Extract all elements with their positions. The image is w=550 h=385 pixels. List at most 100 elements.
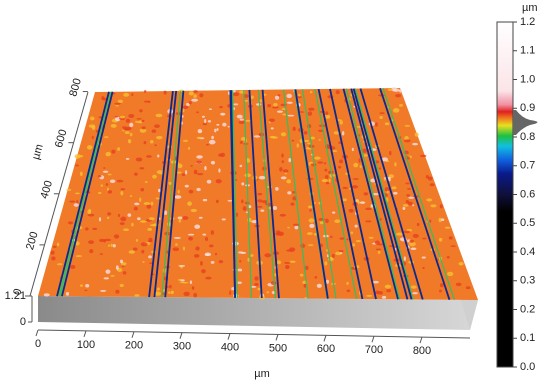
texture-speck	[155, 197, 161, 200]
texture-speck	[288, 157, 292, 163]
texture-speck	[120, 216, 127, 222]
texture-speck	[147, 227, 153, 231]
texture-speck	[155, 113, 163, 118]
texture-speck	[178, 218, 181, 223]
texture-speck	[365, 220, 372, 223]
texture-speck	[296, 143, 299, 148]
texture-speck	[182, 216, 189, 220]
texture-speck	[222, 122, 227, 127]
texture-speck	[325, 181, 330, 185]
texture-speck	[214, 128, 217, 133]
texture-speck	[440, 218, 445, 221]
texture-speck	[74, 164, 80, 167]
texture-speck	[455, 282, 462, 287]
texture-speck	[127, 213, 132, 217]
texture-speck	[310, 163, 317, 167]
texture-speck	[319, 221, 325, 225]
texture-speck	[202, 122, 208, 126]
texture-speck	[150, 140, 154, 144]
texture-speck	[379, 112, 385, 115]
texture-speck	[408, 196, 415, 199]
texture-speck	[366, 294, 373, 297]
texture-speck	[328, 178, 331, 183]
texture-groove	[382, 88, 455, 300]
texture-speck	[141, 249, 145, 254]
texture-speck	[325, 279, 330, 284]
texture-speck	[184, 184, 189, 188]
texture-speck	[191, 98, 199, 102]
colorbar-label: µm	[522, 2, 538, 14]
texture-speck	[381, 157, 389, 162]
texture-speck	[200, 261, 203, 266]
texture-speck	[120, 188, 126, 191]
texture-speck	[352, 178, 359, 180]
texture-speck	[338, 165, 342, 169]
texture-speck	[204, 119, 207, 124]
texture-speck	[188, 189, 194, 194]
texture-speck	[187, 233, 195, 236]
texture-groove	[243, 90, 253, 298]
texture-speck	[229, 290, 232, 296]
texture-speck	[154, 291, 162, 296]
texture-speck	[276, 260, 282, 265]
texture-speck	[116, 179, 124, 183]
texture-speck	[119, 222, 125, 225]
texture-speck	[330, 235, 333, 239]
x-tick-label: 300	[173, 341, 191, 353]
texture-speck	[280, 176, 287, 180]
texture-speck	[281, 160, 285, 164]
texture-speck	[266, 291, 270, 294]
texture-speck	[355, 239, 362, 243]
texture-speck	[204, 253, 212, 256]
texture-speck	[201, 115, 205, 118]
texture-speck	[412, 292, 418, 295]
texture-speck	[107, 173, 112, 176]
texture-speck	[305, 265, 309, 271]
texture-speck	[90, 116, 95, 121]
texture-speck	[103, 167, 106, 169]
texture-speck	[210, 160, 216, 165]
texture-speck	[111, 149, 116, 154]
x-tick-label: 500	[269, 342, 287, 354]
texture-speck	[387, 88, 393, 91]
texture-groove	[148, 90, 174, 298]
texture-speck	[339, 120, 343, 125]
texture-speck	[335, 251, 342, 256]
texture-speck	[122, 129, 125, 132]
texture-speck	[154, 144, 157, 147]
texture-speck	[51, 256, 56, 261]
texture-speck	[105, 183, 109, 186]
texture-speck	[375, 248, 382, 251]
texture-groove	[153, 90, 178, 298]
texture-speck	[79, 171, 83, 177]
texture-speck	[43, 293, 50, 297]
texture-speck	[134, 202, 140, 206]
texture-speck	[134, 294, 140, 297]
texture-speck	[125, 157, 130, 160]
texture-speck	[318, 139, 321, 141]
texture-groove	[317, 88, 364, 300]
texture-speck	[107, 190, 113, 194]
texture-speck	[284, 261, 291, 264]
texture-speck	[56, 242, 60, 247]
texture-speck	[310, 136, 316, 140]
texture-speck	[56, 263, 63, 266]
texture-speck	[339, 159, 344, 164]
texture-speck	[135, 157, 143, 162]
texture-speck	[361, 148, 368, 153]
x-tick	[227, 333, 231, 340]
texture-speck	[175, 243, 178, 246]
texture-speck	[258, 132, 265, 137]
texture-speck	[245, 119, 252, 122]
texture-speck	[439, 283, 444, 288]
texture-speck	[205, 276, 212, 280]
texture-speck	[70, 265, 76, 269]
texture-speck	[438, 289, 442, 293]
texture-speck	[407, 201, 413, 206]
texture-speck	[151, 129, 157, 133]
texture-speck	[309, 223, 315, 229]
texture-speck	[332, 150, 338, 152]
texture-speck	[95, 129, 99, 133]
texture-speck	[392, 108, 400, 113]
texture-speck	[379, 218, 382, 221]
